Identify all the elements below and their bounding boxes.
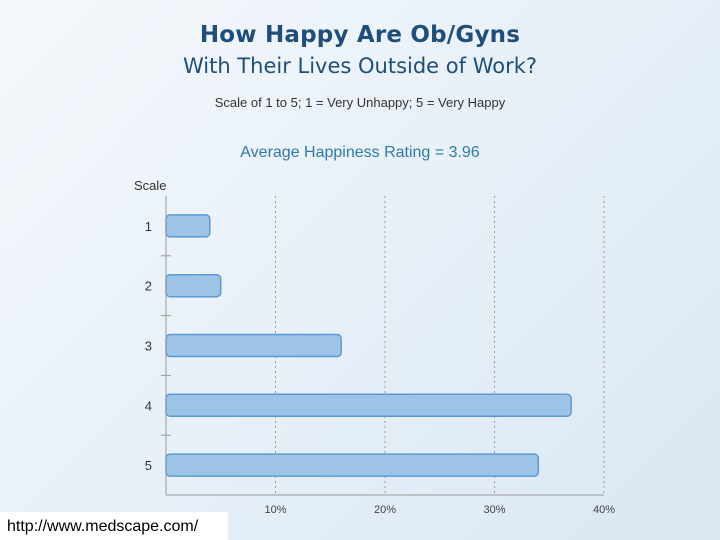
category-label-4: 4 (145, 398, 152, 413)
bar-3 (165, 333, 342, 358)
x-tick-label-30: 30% (483, 504, 505, 516)
chart-title: How Happy Are Ob/Gyns (199, 22, 521, 48)
category-label-2: 2 (145, 279, 152, 294)
x-tick-label-20: 20% (374, 504, 396, 516)
bar-5 (165, 453, 540, 477)
x-tick-label-40: 40% (593, 504, 615, 516)
chart-subtitle: With Their Lives Outside of Work? (182, 54, 538, 78)
bar-4 (165, 393, 572, 418)
average-annotation: Average Happiness Rating = 3.96 (240, 144, 480, 161)
category-label-1: 1 (145, 219, 152, 234)
category-label-3: 3 (145, 339, 152, 354)
y-axis-label: Scale (134, 178, 167, 193)
bar-2 (165, 273, 222, 298)
category-label-5: 5 (145, 458, 152, 473)
source-url[interactable]: http://www.medscape.com/ (0, 512, 228, 540)
scale-note: Scale of 1 to 5; 1 = Very Unhappy; 5 = V… (214, 95, 506, 110)
bar-1 (165, 214, 211, 238)
x-tick-label-10: 10% (264, 504, 286, 516)
